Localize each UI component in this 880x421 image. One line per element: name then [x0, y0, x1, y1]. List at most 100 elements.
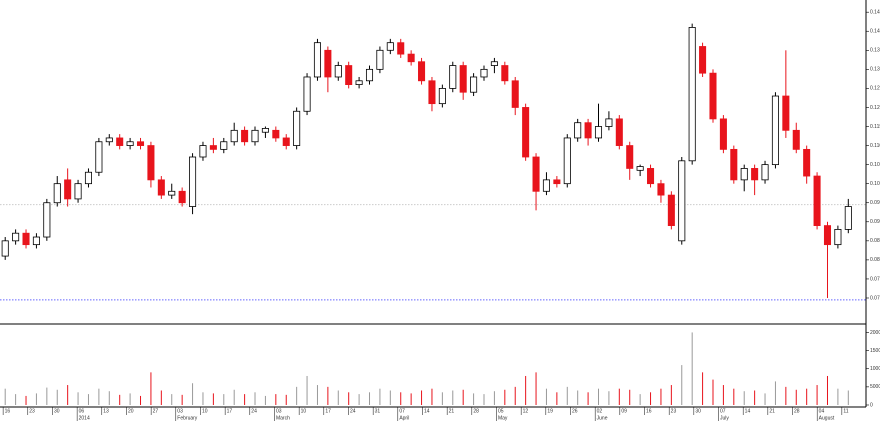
- x-tick-label: 03: [276, 408, 282, 414]
- volume-bar: [722, 385, 724, 405]
- volume-bar: [525, 375, 527, 405]
- x-tick-label: 04: [819, 408, 825, 414]
- y-tick-label: 0.075: [870, 276, 880, 282]
- candle-body: [324, 49, 332, 78]
- candle-body: [355, 80, 363, 85]
- volume-bar: [160, 390, 162, 405]
- x-tick-label: 23: [671, 408, 677, 414]
- y-tick-label: 0.135: [870, 48, 880, 54]
- candle-body: [12, 232, 20, 242]
- volume-bar: [650, 392, 652, 405]
- y-tick-label: 0.120: [870, 105, 880, 111]
- candle-body: [189, 156, 197, 207]
- candle-body: [365, 68, 374, 82]
- candle-body: [105, 137, 113, 143]
- x-tick-label: 31: [375, 408, 381, 414]
- volume-bar: [87, 394, 89, 405]
- x-tick-label: 14: [424, 408, 430, 414]
- candle-body: [522, 107, 530, 158]
- candle-body: [116, 137, 124, 146]
- month-label: March: [276, 415, 290, 421]
- candle-body: [844, 206, 852, 230]
- x-tick-label: 30: [54, 408, 60, 414]
- volume-bar: [826, 375, 828, 405]
- candle-body: [313, 42, 321, 78]
- candle-body: [459, 65, 467, 93]
- candle-body: [438, 88, 446, 105]
- volume-bar: [816, 385, 818, 405]
- volume-bar: [743, 391, 745, 405]
- volume-bar: [98, 388, 100, 405]
- volume-bar: [639, 394, 641, 405]
- candle-body: [480, 68, 488, 78]
- candle-body: [834, 229, 842, 246]
- candle-body: [501, 65, 509, 82]
- volume-bar: [46, 387, 48, 405]
- candle-body: [594, 126, 603, 139]
- volume-bar: [140, 395, 142, 405]
- candle-body: [532, 156, 540, 192]
- volume-bar: [795, 389, 797, 405]
- month-label: 2014: [79, 415, 90, 421]
- candle-body: [397, 42, 405, 55]
- candle-body: [428, 80, 436, 105]
- candle-body: [251, 129, 259, 143]
- candle-body: [126, 141, 134, 146]
- volume-tick-label: 10000: [870, 366, 880, 372]
- y-tick-label: 0.080: [870, 257, 880, 263]
- x-tick-label: 10: [202, 408, 208, 414]
- volume-bar: [192, 383, 194, 405]
- y-tick-label: 0.115: [870, 124, 880, 130]
- candle-body: [719, 118, 727, 150]
- candle-body: [282, 137, 290, 146]
- x-tick-label: 24: [251, 408, 257, 414]
- volume-bar: [108, 391, 110, 405]
- volume-bar: [806, 388, 808, 405]
- y-tick-label: 0.100: [870, 181, 880, 187]
- candle-body: [699, 46, 707, 74]
- candle-body: [626, 145, 634, 169]
- x-tick-label: 07: [720, 408, 726, 414]
- candle-body: [64, 179, 72, 200]
- volume-tick-label: 20000: [870, 330, 880, 336]
- x-tick-label: 07: [399, 408, 405, 414]
- month-label: June: [597, 415, 608, 421]
- candle-body: [241, 129, 249, 143]
- x-tick-label: 30: [695, 408, 701, 414]
- volume-bar: [462, 389, 464, 405]
- candle-body: [667, 194, 675, 226]
- volume-bar: [202, 392, 204, 405]
- candle-body: [688, 27, 696, 162]
- volume-bar: [119, 394, 121, 405]
- x-tick-label: 10: [301, 408, 307, 414]
- volume-bar: [369, 392, 371, 405]
- volume-bar: [421, 390, 423, 405]
- volume-bar: [400, 392, 402, 405]
- volume-bar: [327, 386, 329, 405]
- volume-bar: [410, 393, 412, 405]
- volume-bar: [285, 394, 287, 405]
- volume-bar: [296, 386, 298, 405]
- y-tick-label: 0.090: [870, 219, 880, 225]
- x-tick-label: 12: [523, 408, 529, 414]
- y-tick-label: 0.125: [870, 86, 880, 92]
- x-tick-label: 03: [177, 408, 183, 414]
- volume-bar: [670, 385, 672, 405]
- candle-body: [647, 168, 655, 185]
- volume-bar: [431, 388, 433, 405]
- candle-body: [303, 76, 311, 112]
- candle-body: [678, 160, 686, 242]
- candle-body: [605, 118, 613, 127]
- candle-body: [771, 95, 779, 166]
- candle-body: [345, 65, 353, 85]
- x-tick-label: 05: [498, 408, 504, 414]
- candle-body: [95, 141, 103, 173]
- x-tick-label: 23: [29, 408, 35, 414]
- candle-body: [584, 122, 592, 139]
- candle-body: [657, 183, 665, 196]
- volume-bar: [129, 393, 131, 405]
- volume-bar: [56, 389, 58, 405]
- candle-body: [84, 171, 92, 185]
